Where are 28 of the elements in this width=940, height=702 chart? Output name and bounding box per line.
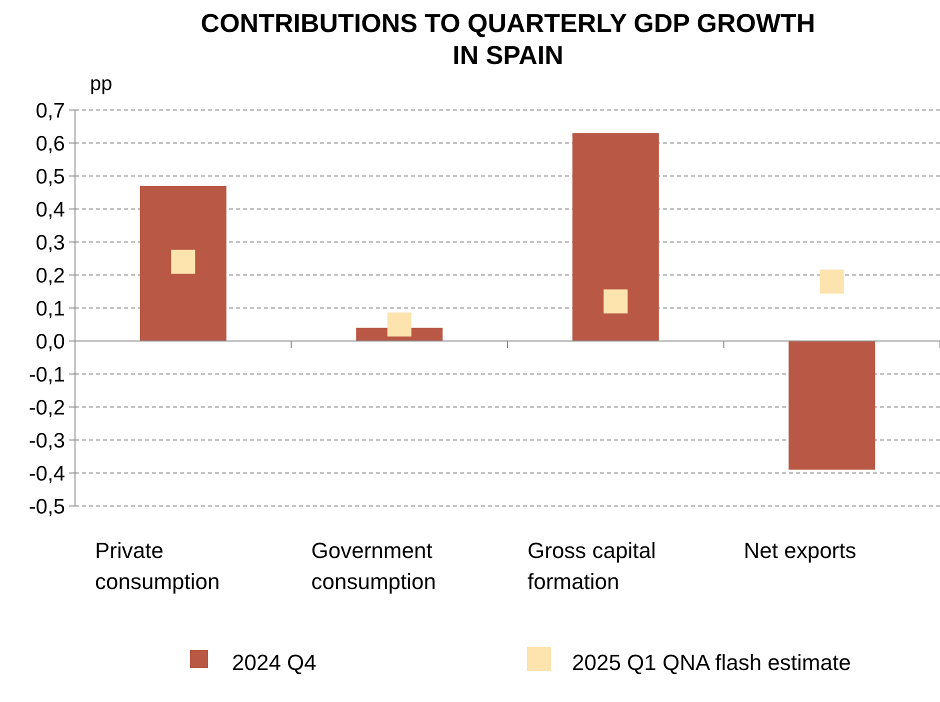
point	[387, 312, 412, 336]
y-tick-label: 0,6	[36, 132, 65, 156]
point	[820, 270, 844, 294]
bar	[140, 186, 226, 341]
point	[171, 250, 196, 274]
y-tick-label: -0,1	[28, 363, 65, 386]
point	[604, 289, 628, 314]
bar	[788, 341, 876, 470]
x-tick-label: Private consumption	[95, 538, 220, 594]
y-tick-label: -0,4	[28, 462, 66, 486]
y-tick-label: 0,5	[36, 165, 65, 188]
x-tick-label: Government consumption	[311, 538, 436, 594]
y-tick-label: 0,0	[36, 330, 65, 354]
y-tick-label: -0,3	[28, 429, 65, 452]
y-tick-label: -0,2	[28, 396, 65, 420]
y-tick-label: -0,5	[28, 495, 65, 518]
y-tick-label: 0,7	[36, 99, 65, 122]
bar	[572, 133, 659, 341]
legend-label: 2025 Q1 QNA flash estimate	[572, 650, 851, 675]
y-axis-title: pp	[90, 73, 112, 95]
y-tick-label: 0,4	[36, 198, 66, 222]
x-tick-label: Gross capital formation	[528, 538, 656, 594]
legend-label: 2024 Q4	[232, 650, 316, 675]
chart-title: CONTRIBUTIONS TO QUARTERLY GDP GROWTH IN SPAIN	[200, 8, 816, 70]
x-tick-label: Net exports	[744, 538, 856, 563]
y-tick-label: 0,1	[36, 297, 65, 320]
y-tick-label: 0,3	[36, 231, 65, 254]
y-tick-label: 0,2	[36, 264, 65, 288]
